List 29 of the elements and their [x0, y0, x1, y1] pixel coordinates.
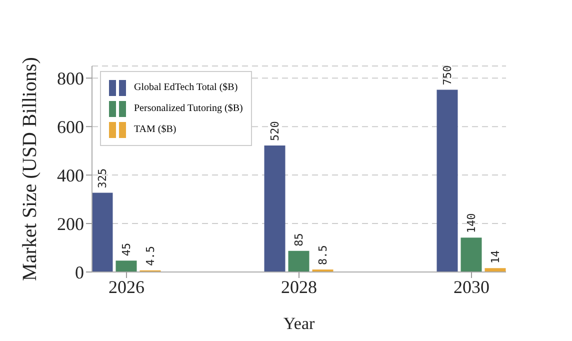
y-tick-label: 800 [57, 68, 84, 89]
bar [460, 238, 482, 272]
bar [92, 192, 113, 272]
y-tick-label: 0 [75, 262, 84, 282]
data-label: 325 [96, 168, 110, 188]
y-tick-label: 400 [57, 165, 84, 186]
y-tick-label: 600 [57, 116, 84, 137]
y-tick-label: 200 [57, 214, 84, 234]
x-axis-title: Year [283, 314, 315, 333]
data-label: 14 [489, 250, 502, 264]
data-label: 85 [292, 233, 306, 246]
data-label: 520 [268, 121, 282, 141]
y-axis-title: Market Size (USD Billions) [19, 57, 41, 281]
legend-label: Personalized Tutoring ($B) [134, 103, 243, 114]
data-label: 8.5 [316, 245, 330, 265]
bar [116, 260, 137, 272]
bar [436, 90, 458, 272]
x-tick-label: 2028 [281, 276, 317, 297]
x-tick-label: 2030 [454, 276, 490, 297]
bar [484, 268, 506, 272]
legend-label: Global EdTech Total ($B) [134, 82, 238, 93]
legend-label: TAM ($B) [134, 124, 176, 135]
data-label: 45 [120, 242, 134, 256]
data-label: 4.5 [144, 246, 158, 266]
bar [288, 250, 310, 272]
x-tick-label: 2026 [108, 276, 144, 297]
data-label: 750 [441, 65, 454, 86]
data-label: 140 [465, 213, 478, 234]
bar [264, 145, 286, 272]
